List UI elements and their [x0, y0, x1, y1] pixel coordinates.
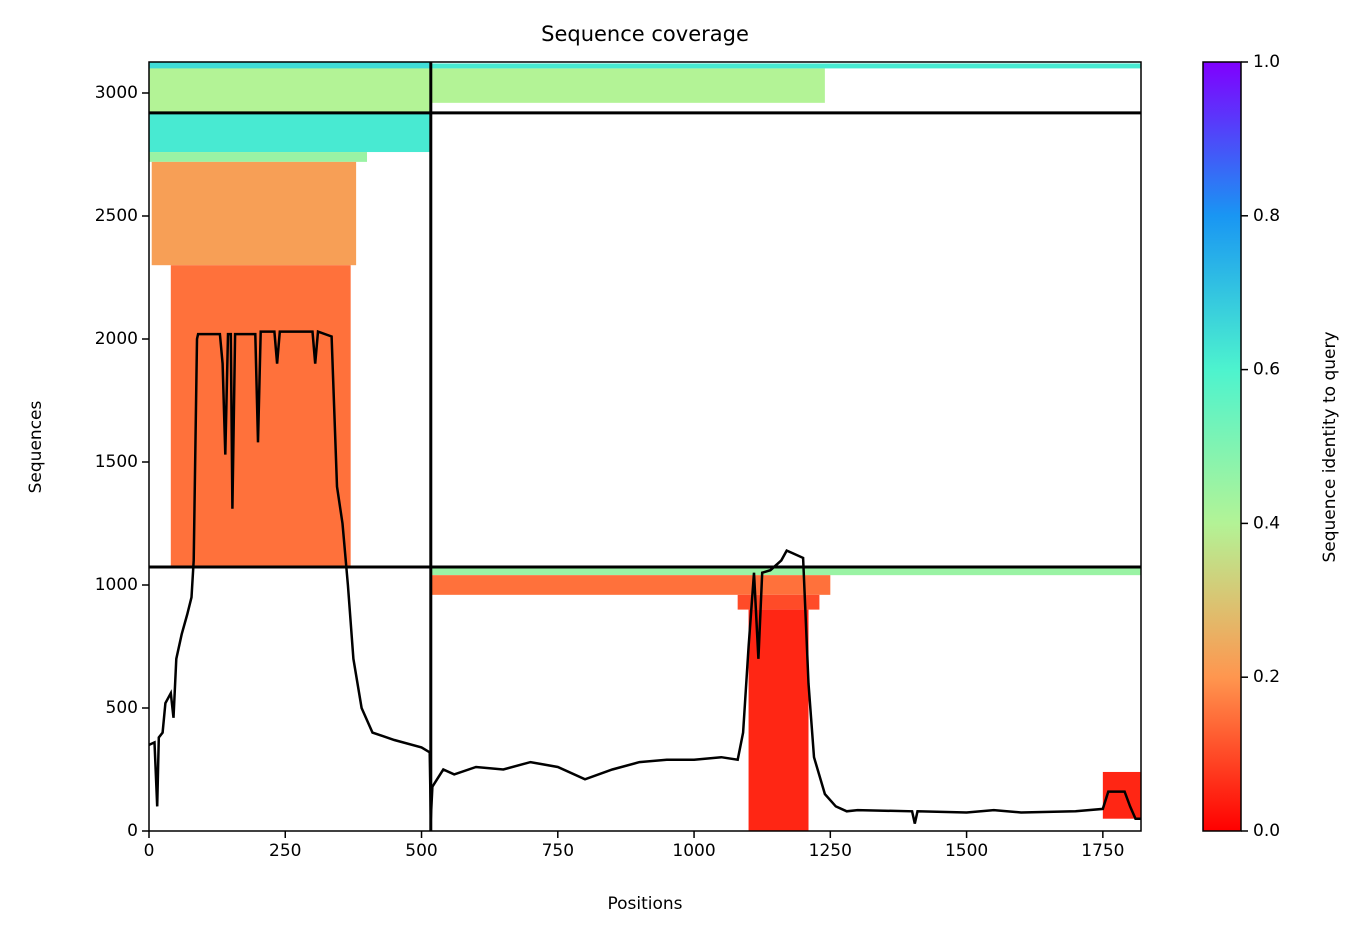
y-tick-label: 1000 [95, 575, 138, 595]
coverage-region [737, 594, 820, 610]
y-axis-label: Sequences [26, 401, 46, 494]
x-tick-label: 1750 [1081, 841, 1124, 861]
coverage-region [170, 265, 351, 567]
colorbar-tick-label: 0.4 [1253, 513, 1280, 533]
x-tick-label: 750 [542, 841, 574, 861]
coverage-line [148, 329, 1141, 824]
coverage-region [151, 161, 357, 266]
colorbar-tick-label: 1.0 [1253, 52, 1280, 72]
y-tick-label: 500 [106, 698, 138, 718]
x-tick-label: 500 [405, 841, 437, 861]
x-tick-label: 1000 [672, 841, 715, 861]
y-tick-label: 1500 [95, 452, 138, 472]
coverage-region [430, 567, 1141, 576]
x-tick-label: 0 [144, 841, 155, 861]
x-tick-label: 250 [269, 841, 301, 861]
plot-frame [148, 61, 1142, 832]
x-axis-label: Positions [607, 894, 682, 914]
coverage-region [1102, 771, 1141, 819]
coverage-region [430, 63, 1141, 69]
y-tick-label: 3000 [95, 83, 138, 103]
coverage-region [430, 68, 825, 103]
x-tick-label: 1250 [809, 841, 852, 861]
colorbar-tick-label: 0.6 [1253, 360, 1280, 380]
colorbar-tick-label: 0.8 [1253, 206, 1280, 226]
coverage-region [149, 62, 431, 113]
coverage-region [149, 62, 431, 69]
coverage-region [149, 112, 431, 153]
y-tick-label: 2500 [95, 206, 138, 226]
coverage-region [149, 152, 368, 162]
colorbar-tick-label: 0.2 [1253, 667, 1280, 687]
chart-title: Sequence coverage [541, 22, 749, 46]
colorbar [1202, 61, 1242, 832]
colorbar-tick-label: 0.0 [1253, 821, 1280, 841]
y-tick-label: 2000 [95, 329, 138, 349]
y-tick-label: 0 [127, 821, 138, 841]
x-tick-label: 1500 [945, 841, 988, 861]
coverage-region [430, 575, 831, 595]
colorbar-label: Sequence identity to query [1320, 331, 1340, 562]
